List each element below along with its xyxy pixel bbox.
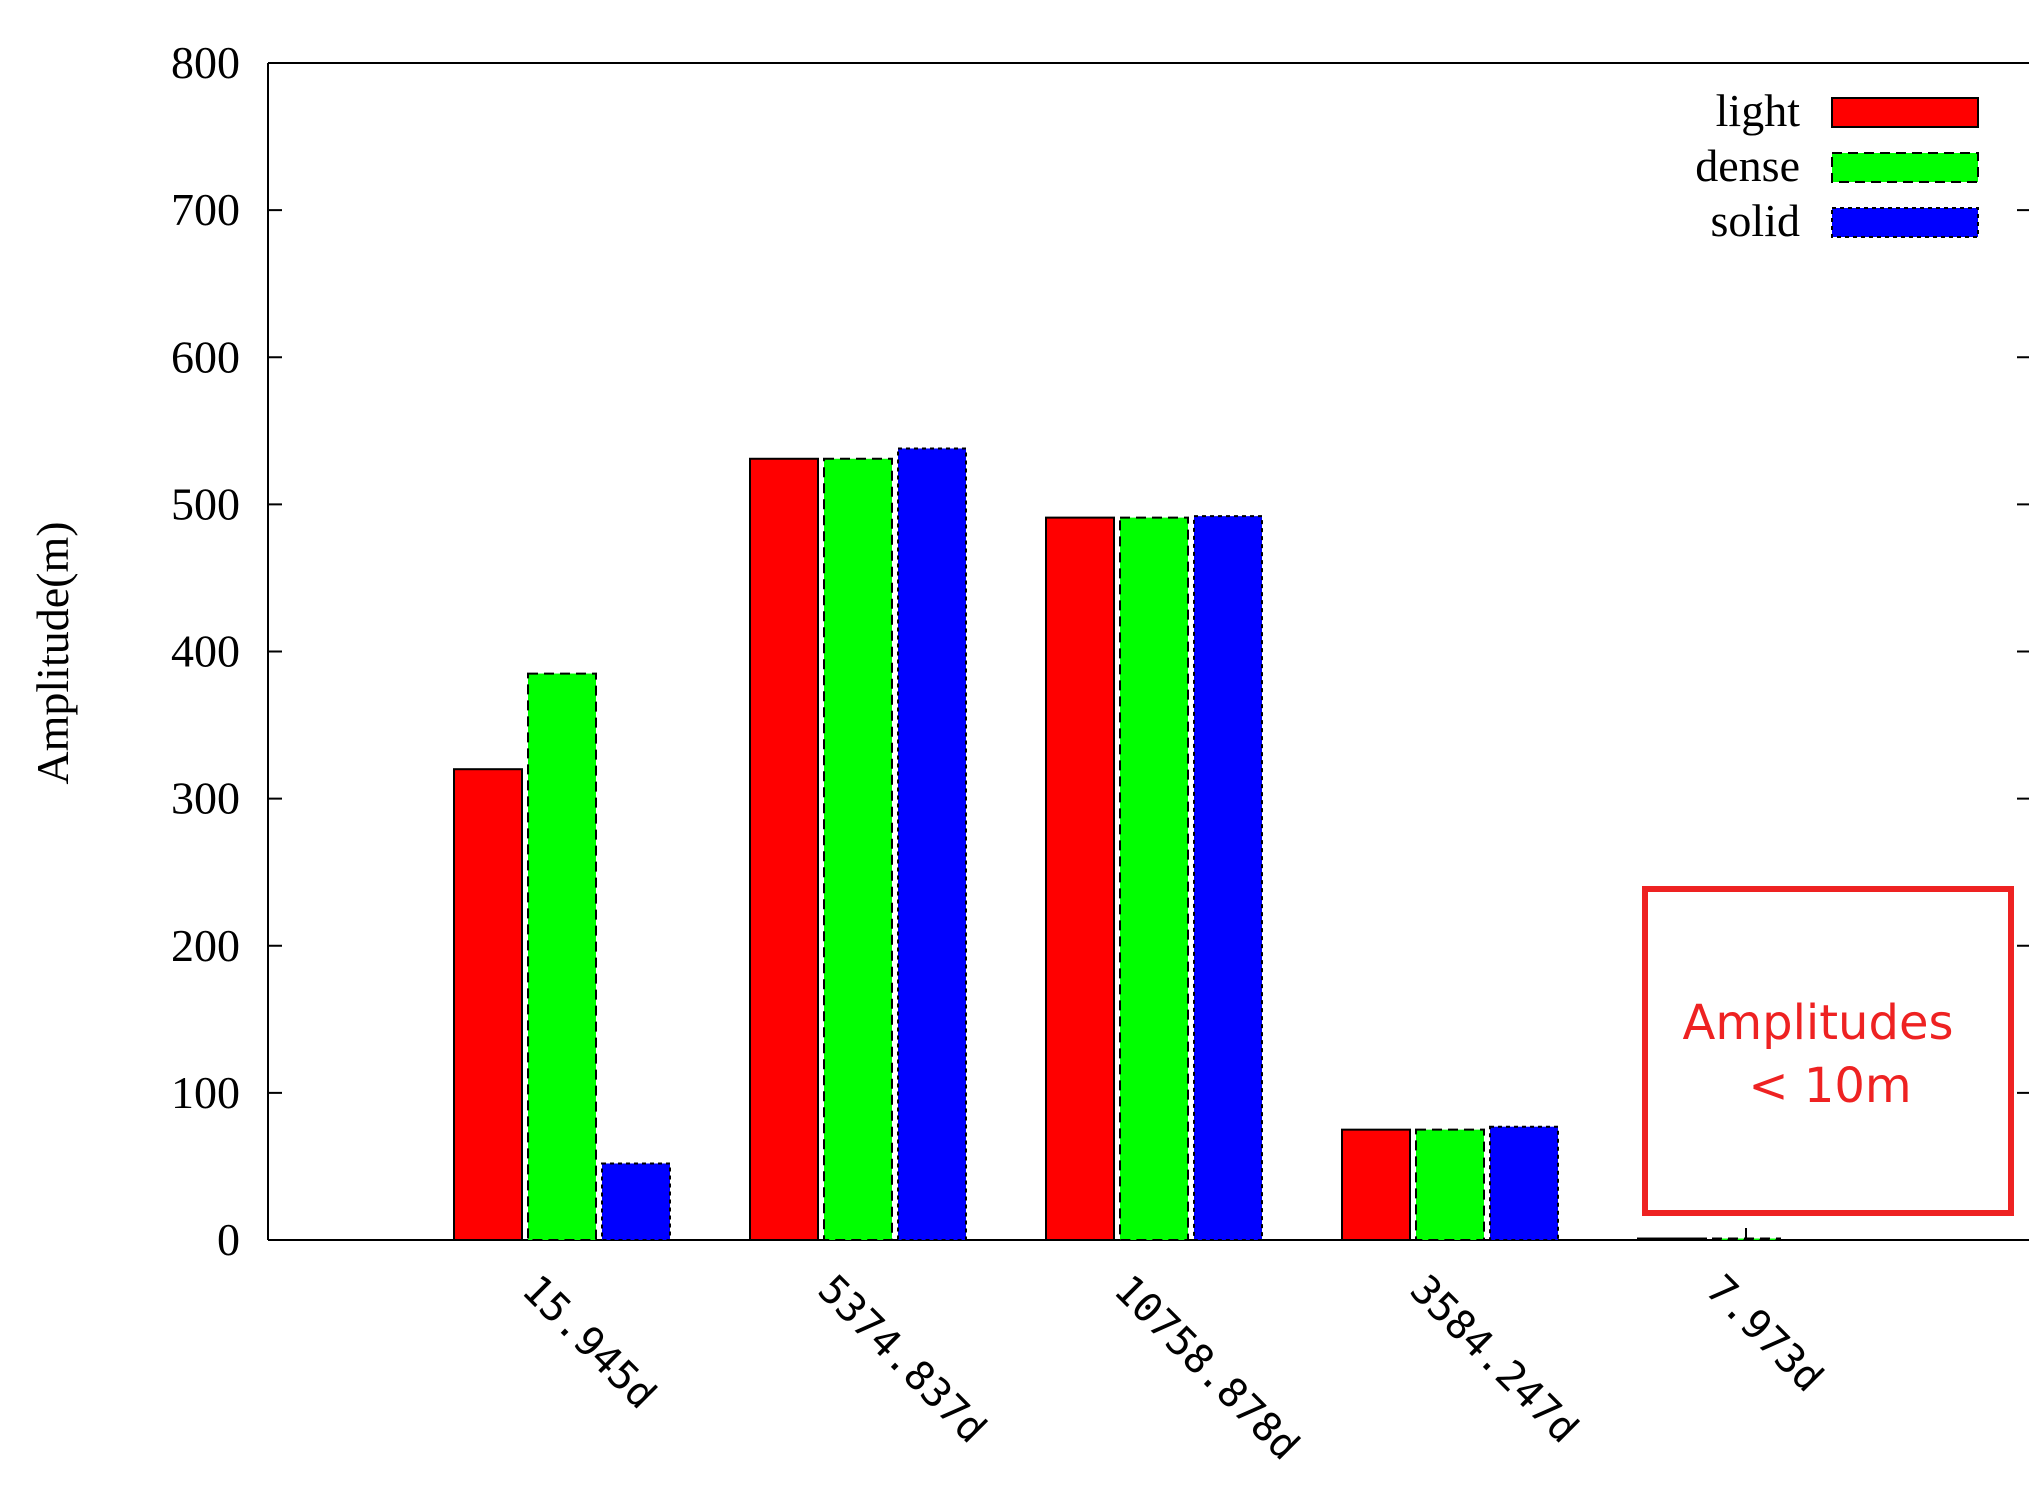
bar-light (1637, 1237, 1707, 1242)
y-tick-label: 100 (171, 1067, 240, 1118)
bar-solid (1193, 515, 1263, 1241)
x-tick-label: 3584.247d (1401, 1267, 1587, 1453)
legend-label-dense: dense (1695, 140, 1800, 191)
legend-label-solid: solid (1711, 195, 1800, 246)
bar-solid (897, 447, 967, 1241)
annotation-line1: Amplitudes (1683, 995, 1954, 1051)
bar-dense (1119, 516, 1189, 1241)
y-tick-label: 400 (171, 626, 240, 677)
x-tick-label: 10758.878d (1105, 1267, 1308, 1470)
x-tick-label: 15.945d (513, 1267, 665, 1419)
y-tick-label: 0 (217, 1214, 240, 1265)
legend-swatch-light (1831, 97, 1979, 128)
y-axis-label: Amplitude(m) (27, 521, 78, 784)
bar-solid (1489, 1125, 1559, 1241)
bar-dense (823, 457, 893, 1241)
bar-dense (1415, 1128, 1485, 1241)
bar-light (453, 768, 523, 1241)
x-tick-label: 5374.837d (809, 1267, 995, 1453)
tick-labels: 0 100 200 300 400 500 600 700 800 15.945d 5374.837… (171, 37, 1832, 1469)
annotation-line2: < 10m (1748, 1058, 1911, 1114)
legend-swatch-dense (1831, 152, 1979, 183)
y-tick-label: 800 (171, 37, 240, 88)
y-tick-label: 700 (171, 184, 240, 235)
annotation-box: Amplitudes < 10m (1642, 886, 2014, 1216)
bar-dense (527, 672, 597, 1241)
bar-dense (1711, 1237, 1781, 1242)
bars (453, 447, 1781, 1242)
bar-light (1045, 516, 1115, 1241)
y-tick-label: 500 (171, 478, 240, 529)
y-tick-label: 200 (171, 920, 240, 971)
x-tick-label: 7.973d (1697, 1267, 1832, 1402)
y-tick-label: 300 (171, 773, 240, 824)
y-tick-label: 600 (171, 331, 240, 382)
bar-solid (601, 1162, 671, 1241)
legend-label-light: light (1716, 85, 1801, 136)
annotation-border (1642, 886, 2014, 1216)
legend-swatch-solid (1831, 207, 1979, 238)
bar-light (749, 457, 819, 1241)
bar-light (1341, 1128, 1411, 1241)
